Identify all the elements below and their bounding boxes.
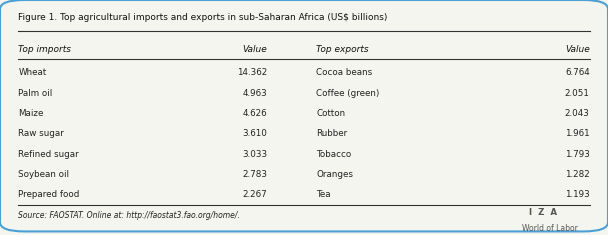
- Text: Value: Value: [243, 45, 268, 54]
- Text: 2.267: 2.267: [243, 190, 268, 200]
- Text: Soybean oil: Soybean oil: [18, 170, 69, 179]
- Text: Figure 1. Top agricultural imports and exports in sub-Saharan Africa (US$ billio: Figure 1. Top agricultural imports and e…: [18, 13, 388, 22]
- Text: Refined sugar: Refined sugar: [18, 150, 79, 159]
- Text: Raw sugar: Raw sugar: [18, 129, 64, 138]
- Text: Tobacco: Tobacco: [316, 150, 351, 159]
- Text: Cotton: Cotton: [316, 109, 345, 118]
- Text: 1.282: 1.282: [565, 170, 590, 179]
- Text: Maize: Maize: [18, 109, 44, 118]
- Text: Rubber: Rubber: [316, 129, 347, 138]
- Text: 1.193: 1.193: [565, 190, 590, 200]
- Text: 3.610: 3.610: [243, 129, 268, 138]
- Text: 6.764: 6.764: [565, 68, 590, 77]
- Text: World of Labor: World of Labor: [522, 224, 578, 234]
- Text: 4.963: 4.963: [243, 89, 268, 98]
- Text: 4.626: 4.626: [243, 109, 268, 118]
- Text: Wheat: Wheat: [18, 68, 46, 77]
- Text: Top exports: Top exports: [316, 45, 369, 54]
- Text: Oranges: Oranges: [316, 170, 353, 179]
- Text: 14.362: 14.362: [237, 68, 268, 77]
- Text: Prepared food: Prepared food: [18, 190, 80, 200]
- Text: Value: Value: [565, 45, 590, 54]
- Text: Palm oil: Palm oil: [18, 89, 52, 98]
- Text: 1.793: 1.793: [565, 150, 590, 159]
- Text: Coffee (green): Coffee (green): [316, 89, 379, 98]
- Text: 2.783: 2.783: [243, 170, 268, 179]
- Text: Top imports: Top imports: [18, 45, 71, 54]
- Text: 3.033: 3.033: [243, 150, 268, 159]
- Text: 2.043: 2.043: [565, 109, 590, 118]
- Text: Source: FAOSTAT. Online at: http://faostat3.fao.org/home/.: Source: FAOSTAT. Online at: http://faost…: [18, 211, 240, 219]
- Text: I  Z  A: I Z A: [529, 208, 557, 217]
- Text: Tea: Tea: [316, 190, 331, 200]
- Text: 1.961: 1.961: [565, 129, 590, 138]
- Text: 2.051: 2.051: [565, 89, 590, 98]
- Text: Cocoa beans: Cocoa beans: [316, 68, 373, 77]
